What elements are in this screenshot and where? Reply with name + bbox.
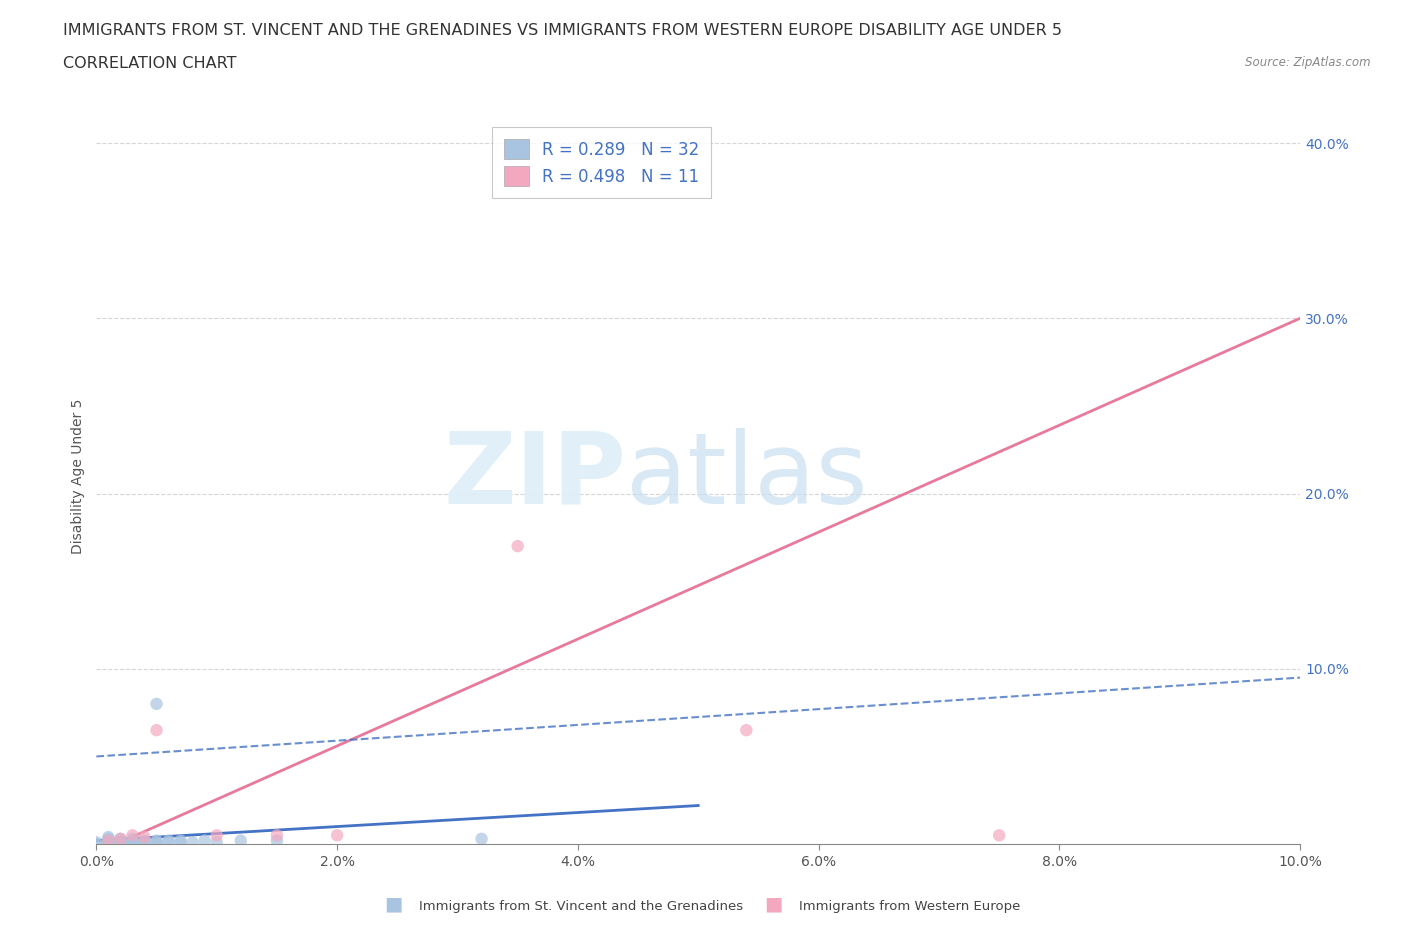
Point bbox=[110, 833, 132, 848]
Point bbox=[97, 830, 120, 844]
Point bbox=[145, 835, 167, 850]
Point bbox=[470, 831, 492, 846]
Point bbox=[229, 833, 252, 848]
Text: ■: ■ bbox=[763, 895, 783, 913]
Point bbox=[181, 835, 204, 850]
Text: ZIP: ZIP bbox=[443, 428, 626, 525]
Point bbox=[194, 833, 217, 848]
Point bbox=[121, 833, 143, 848]
Point bbox=[157, 833, 180, 848]
Point bbox=[97, 833, 120, 848]
Point bbox=[506, 538, 529, 553]
Point bbox=[121, 835, 143, 850]
Point bbox=[110, 831, 132, 846]
Text: Immigrants from Western Europe: Immigrants from Western Europe bbox=[799, 900, 1019, 913]
Text: ■: ■ bbox=[384, 895, 404, 913]
Point bbox=[86, 837, 108, 852]
Point bbox=[110, 831, 132, 846]
Point bbox=[266, 833, 288, 848]
Point bbox=[110, 837, 132, 852]
Legend: R = 0.289   N = 32, R = 0.498   N = 11: R = 0.289 N = 32, R = 0.498 N = 11 bbox=[492, 127, 711, 198]
Point bbox=[134, 835, 156, 850]
Point bbox=[145, 697, 167, 711]
Point bbox=[169, 835, 191, 850]
Point bbox=[205, 828, 228, 843]
Point bbox=[97, 831, 120, 846]
Point bbox=[121, 831, 143, 846]
Point bbox=[121, 837, 143, 852]
Point bbox=[110, 835, 132, 850]
Point bbox=[97, 837, 120, 852]
Text: atlas: atlas bbox=[626, 428, 868, 525]
Point bbox=[134, 837, 156, 852]
Point bbox=[145, 833, 167, 848]
Point bbox=[988, 828, 1011, 843]
Text: IMMIGRANTS FROM ST. VINCENT AND THE GRENADINES VS IMMIGRANTS FROM WESTERN EUROPE: IMMIGRANTS FROM ST. VINCENT AND THE GREN… bbox=[63, 23, 1063, 38]
Text: CORRELATION CHART: CORRELATION CHART bbox=[63, 56, 236, 71]
Point bbox=[145, 837, 167, 852]
Y-axis label: Disability Age Under 5: Disability Age Under 5 bbox=[72, 398, 86, 553]
Point bbox=[157, 835, 180, 850]
Point bbox=[97, 833, 120, 848]
Point bbox=[169, 833, 191, 848]
Point bbox=[326, 828, 349, 843]
Text: Immigrants from St. Vincent and the Grenadines: Immigrants from St. Vincent and the Gren… bbox=[419, 900, 744, 913]
Point bbox=[121, 828, 143, 843]
Text: Source: ZipAtlas.com: Source: ZipAtlas.com bbox=[1246, 56, 1371, 69]
Point bbox=[266, 828, 288, 843]
Point bbox=[735, 723, 758, 737]
Point bbox=[145, 723, 167, 737]
Point bbox=[86, 835, 108, 850]
Point bbox=[134, 833, 156, 848]
Point bbox=[205, 835, 228, 850]
Point bbox=[97, 835, 120, 850]
Point bbox=[134, 830, 156, 844]
